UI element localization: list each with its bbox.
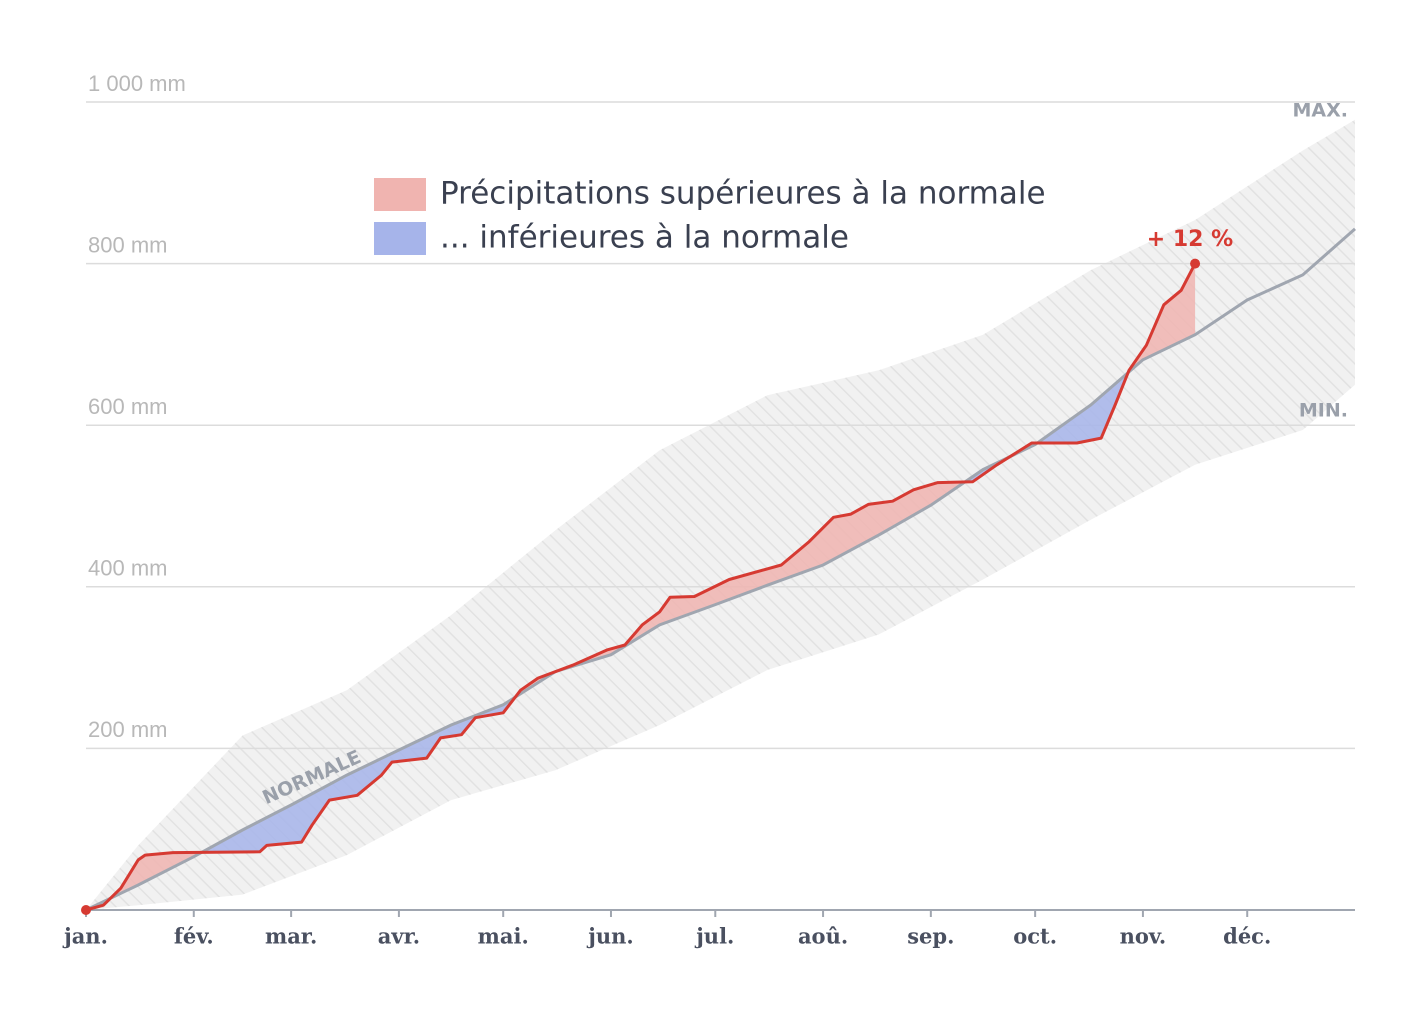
observed-point bbox=[81, 905, 91, 915]
legend-swatch bbox=[374, 222, 426, 255]
x-tick-label: mar. bbox=[265, 924, 317, 949]
x-tick-label: jan. bbox=[62, 924, 108, 949]
observed-line bbox=[85, 262, 1197, 912]
x-tick-label: avr. bbox=[378, 924, 420, 949]
legend-label: Précipitations supérieures à la normale bbox=[440, 176, 1046, 212]
min-label: MIN. bbox=[1299, 400, 1348, 422]
y-tick-label: 200 mm bbox=[88, 717, 167, 742]
x-tick-label: sep. bbox=[907, 924, 954, 949]
x-tick-label: nov. bbox=[1120, 924, 1167, 949]
annotation: + 12 % bbox=[1147, 227, 1233, 252]
max-label: MAX. bbox=[1293, 100, 1348, 122]
normal-line bbox=[85, 227, 1356, 912]
x-tick-label: jul. bbox=[694, 924, 734, 949]
x-tick-label: déc. bbox=[1223, 924, 1271, 949]
x-tick-label: jun. bbox=[586, 924, 633, 949]
y-tick-label: 400 mm bbox=[88, 556, 167, 581]
legend-label: ... inférieures à la normale bbox=[440, 220, 849, 256]
x-tick-label: fév. bbox=[174, 924, 214, 949]
y-tick-label: 800 mm bbox=[88, 232, 167, 257]
x-tick-label: mai. bbox=[478, 924, 529, 949]
y-tick-label: 1 000 mm bbox=[88, 71, 186, 96]
x-tick-label: aoû. bbox=[798, 924, 848, 949]
legend-swatch bbox=[374, 178, 426, 211]
observed-point bbox=[1190, 258, 1201, 269]
y-tick-label: 600 mm bbox=[88, 394, 167, 419]
range-band bbox=[86, 119, 1355, 911]
x-tick-label: oct. bbox=[1013, 924, 1057, 949]
